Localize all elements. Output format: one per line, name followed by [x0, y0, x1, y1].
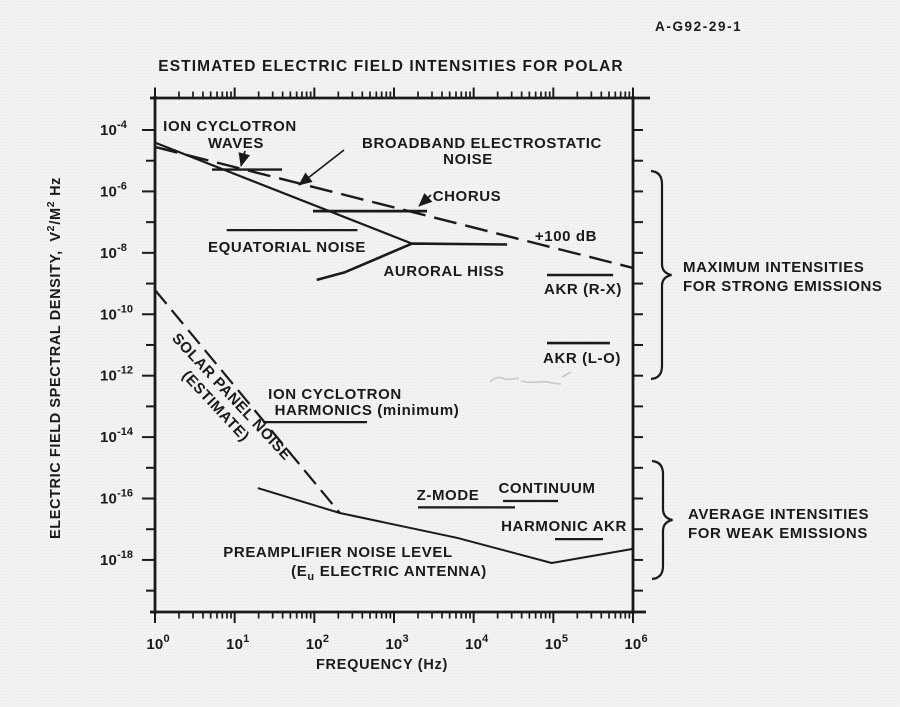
series-upper-envelope — [154, 141, 413, 245]
label-akr-rx: AKR (R-X) — [544, 281, 622, 298]
y-tick-label: 10-14 — [100, 426, 134, 446]
x-axis-label: FREQUENCY (Hz) — [316, 657, 448, 673]
brace-max-intensities — [650, 169, 672, 381]
y-axis-label: ELECTRIC FIELD SPECTRAL DENSITY, V2 /M2 … — [45, 177, 64, 539]
label-continuum: CONTINUUM — [498, 480, 595, 497]
x-tick-label: 104 — [465, 633, 489, 653]
label-ion-cyclotron-harmonics-2: HARMONICS (minimum) — [275, 402, 460, 419]
y-tick-label: 10-4 — [100, 119, 128, 139]
x-tick-label: 102 — [306, 633, 329, 653]
x-tick-label: 106 — [624, 633, 647, 653]
label-avg-intensities-1: AVERAGE INTENSITIES — [688, 506, 869, 523]
label-ion-cyclotron-harmonics-1: ION CYCLOTRON — [268, 386, 402, 403]
x-tick-label: 103 — [385, 633, 408, 653]
label-broadband-1: BROADBAND ELECTROSTATIC — [362, 135, 602, 152]
x-tick-label: 101 — [226, 633, 249, 653]
label-max-intensities-1: MAXIMUM INTENSITIES — [683, 259, 864, 276]
arrow-ion-cyclotron-waves — [238, 150, 251, 167]
scan-smudge-mark — [489, 371, 572, 385]
y-tick-label: 10-18 — [100, 549, 133, 569]
y-tick-label: 10-12 — [100, 365, 133, 385]
x-tick-label: 100 — [146, 633, 169, 653]
label-ion-cyclotron-waves-2: WAVES — [208, 135, 264, 152]
label-equatorial-noise: EQUATORIAL NOISE — [208, 239, 366, 256]
label-preamp-2: (Eu ELECTRIC ANTENNA) — [291, 563, 487, 583]
y-tick-label: 10-16 — [100, 488, 133, 508]
chart-title: ESTIMATED ELECTRIC FIELD INTENSITIES FOR… — [158, 58, 623, 75]
series-broadband-electrostatic-noise — [154, 145, 634, 270]
brace-avg-intensities — [651, 459, 673, 581]
label-preamp-1: PREAMPLIFIER NOISE LEVEL — [223, 544, 452, 561]
label-avg-intensities-2: FOR WEAK EMISSIONS — [688, 525, 868, 542]
label-auroral-hiss: AURORAL HISS — [383, 263, 504, 280]
series-preamplifier-noise — [257, 487, 634, 564]
label-z-mode: Z-MODE — [417, 487, 480, 504]
label-ion-cyclotron-waves-1: ION CYCLOTRON — [163, 118, 297, 135]
series-solar-panel-noise — [154, 289, 341, 514]
arrow-broadband — [298, 149, 345, 186]
arrow-chorus — [418, 192, 433, 207]
x-tick-label: 105 — [545, 633, 568, 653]
y-tick-label: 10-10 — [100, 303, 133, 323]
y-tick-label: 10-6 — [100, 180, 127, 200]
series-auroral-hiss — [316, 242, 508, 282]
label-harmonic-akr: HARMONIC AKR — [501, 518, 627, 535]
label-chorus: CHORUS — [433, 188, 502, 205]
label-broadband-2: NOISE — [443, 151, 493, 168]
label-max-intensities-2: FOR STRONG EMISSIONS — [683, 278, 883, 295]
label-akr-lo: AKR (L-O) — [543, 350, 621, 367]
y-tick-label: 10-8 — [100, 242, 127, 262]
y-axis-title-group: ELECTRIC FIELD SPECTRAL DENSITY, V2 /M2 … — [45, 177, 64, 539]
figure-id: A-G92-29-1 — [655, 19, 742, 34]
label-plus-100db: +100 dB — [535, 228, 597, 245]
